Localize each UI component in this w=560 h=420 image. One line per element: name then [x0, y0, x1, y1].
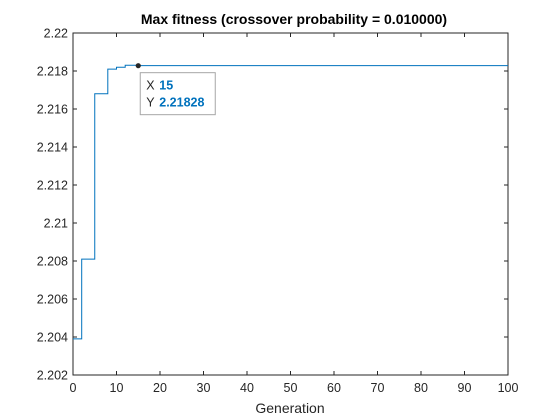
datatip-x-value: 15: [159, 79, 173, 93]
datatip-y-value: 2.21828: [159, 96, 204, 110]
y-tick-label: 2.212: [37, 179, 68, 193]
y-axis: 2.202 2.204 2.206 2.208 2.21 2.212 2.214 2.216 2…: [37, 27, 508, 383]
x-tick-label: 10: [110, 381, 124, 395]
y-tick-label: 2.21: [44, 217, 68, 231]
x-tick-label: 100: [498, 381, 519, 395]
y-tick-label: 2.202: [37, 369, 68, 383]
data-tip[interactable]: X 15 Y 2.21828: [135, 63, 216, 116]
datatip-marker[interactable]: [135, 63, 141, 69]
x-tick-label: 0: [70, 381, 77, 395]
datatip-y-key: Y: [146, 96, 155, 110]
x-tick-label: 80: [414, 381, 428, 395]
y-tick-label: 2.214: [37, 141, 68, 155]
axes-box: [72, 32, 509, 376]
y-tick-label: 2.206: [37, 293, 68, 307]
x-tick-label: 50: [284, 381, 298, 395]
x-tick-label: 20: [153, 381, 167, 395]
plot-area: 2.202 2.204 2.206 2.208 2.21 2.212 2.214 2.216 2…: [37, 27, 519, 396]
x-tick-label: 30: [197, 381, 211, 395]
x-tick-label: 40: [240, 381, 254, 395]
y-tick-label: 2.218: [37, 65, 68, 79]
datatip-x-key: X: [146, 79, 155, 93]
y-tick-label: 2.208: [37, 255, 68, 269]
datatip-box: [139, 72, 216, 116]
x-tick-label: 90: [458, 381, 472, 395]
y-tick-label: 2.22: [44, 27, 68, 41]
chart-title: Max fitness (crossover probability = 0.0…: [141, 11, 447, 27]
series-layer: [73, 64, 508, 340]
x-tick-label: 70: [371, 381, 385, 395]
x-tick-label: 60: [327, 381, 341, 395]
y-tick-label: 2.216: [37, 103, 68, 117]
y-tick-label: 2.204: [37, 331, 68, 345]
x-axis-label: Generation: [255, 400, 324, 416]
fitness-series-line: [73, 64, 508, 340]
x-axis: 0 10 20 30 40 50 60 70 80 90 100: [70, 33, 519, 395]
